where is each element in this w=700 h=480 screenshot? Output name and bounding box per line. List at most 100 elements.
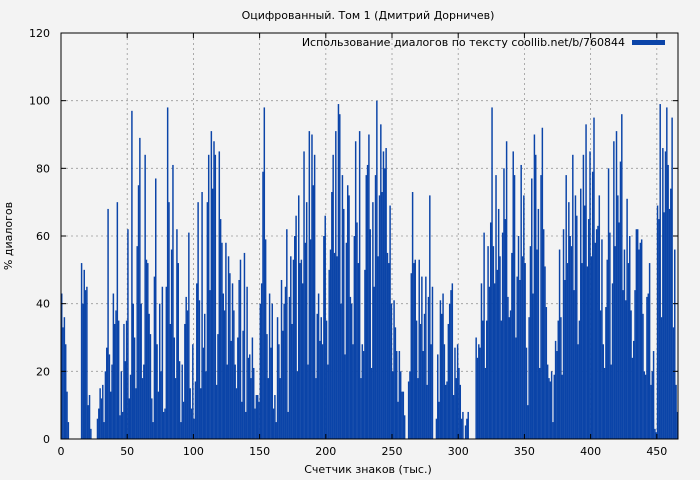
bar [619, 161, 622, 440]
bar [180, 422, 182, 439]
bar [504, 219, 507, 439]
bar [328, 269, 330, 439]
x-tick-label: 250 [382, 445, 403, 458]
bar [128, 398, 130, 439]
bar [298, 195, 300, 439]
bar [593, 117, 595, 439]
bar [252, 367, 255, 439]
bar [413, 263, 415, 439]
bar [393, 300, 395, 439]
bar [259, 303, 262, 439]
bar [231, 283, 234, 439]
bar [595, 229, 598, 439]
ticks: 0 20 40 60 80 100 120 0 50 100 150 200 250 300 350 400 4… [29, 27, 678, 458]
bar [464, 425, 467, 439]
bar [249, 354, 251, 439]
y-tick-label: 100 [29, 95, 50, 108]
bar [272, 408, 275, 439]
bar [478, 344, 480, 439]
bar [638, 249, 640, 439]
bar [466, 418, 468, 439]
bar [189, 388, 191, 439]
legend-swatch [632, 40, 665, 45]
bar [284, 286, 287, 439]
bar [325, 320, 328, 439]
bar [599, 310, 602, 439]
bar [452, 395, 455, 439]
bar [439, 300, 442, 439]
bar [480, 283, 483, 439]
bar [589, 151, 591, 439]
bar [582, 154, 585, 440]
bar [382, 151, 385, 439]
bar [296, 371, 299, 439]
bar [422, 351, 424, 439]
bar [627, 263, 630, 439]
bar [166, 107, 169, 439]
bar [644, 374, 647, 439]
x-tick-label: 150 [249, 445, 270, 458]
bar [636, 229, 639, 439]
bar [262, 171, 264, 439]
bar [87, 405, 89, 439]
bar [221, 242, 223, 439]
bar [448, 303, 451, 439]
bar [602, 344, 605, 439]
bar [107, 208, 109, 439]
bar [500, 320, 503, 439]
bar [200, 388, 202, 439]
bar [578, 320, 581, 439]
bar [651, 371, 653, 439]
bar [660, 317, 663, 439]
bar [242, 330, 244, 439]
bar [211, 188, 214, 439]
bar [361, 344, 364, 439]
x-tick-label: 100 [183, 445, 204, 458]
bar [144, 154, 146, 440]
bar [307, 364, 309, 439]
bar [411, 192, 414, 439]
bar [431, 286, 434, 439]
bar [292, 259, 295, 439]
bar [135, 388, 137, 439]
bar [455, 378, 458, 439]
bar [132, 303, 134, 439]
bar [196, 283, 198, 439]
bar [168, 202, 170, 439]
bar [580, 188, 582, 439]
bar [299, 263, 301, 439]
bar [119, 415, 121, 439]
bar [152, 422, 154, 439]
bar [241, 401, 243, 439]
bar [479, 347, 481, 439]
bar [194, 381, 197, 439]
bar [573, 290, 575, 439]
bar [162, 411, 165, 439]
bar [495, 175, 497, 439]
y-tick-label: 0 [43, 433, 50, 446]
bar [381, 192, 383, 439]
bar [143, 364, 145, 439]
bar [155, 178, 157, 439]
bar [213, 141, 215, 439]
bar [368, 134, 370, 439]
bar [499, 256, 501, 439]
bar [419, 323, 422, 439]
bar [385, 148, 387, 440]
bar [120, 371, 123, 439]
bar [374, 175, 377, 439]
bar [80, 263, 83, 439]
bar [519, 279, 521, 439]
bar [304, 242, 307, 439]
bar [227, 256, 230, 439]
bar [496, 269, 499, 439]
bar [197, 202, 199, 439]
bar [626, 198, 628, 439]
bar [492, 246, 495, 439]
bar [399, 371, 402, 439]
bar [435, 418, 438, 439]
bar [520, 164, 522, 439]
bar [350, 303, 353, 439]
bar [601, 239, 603, 439]
